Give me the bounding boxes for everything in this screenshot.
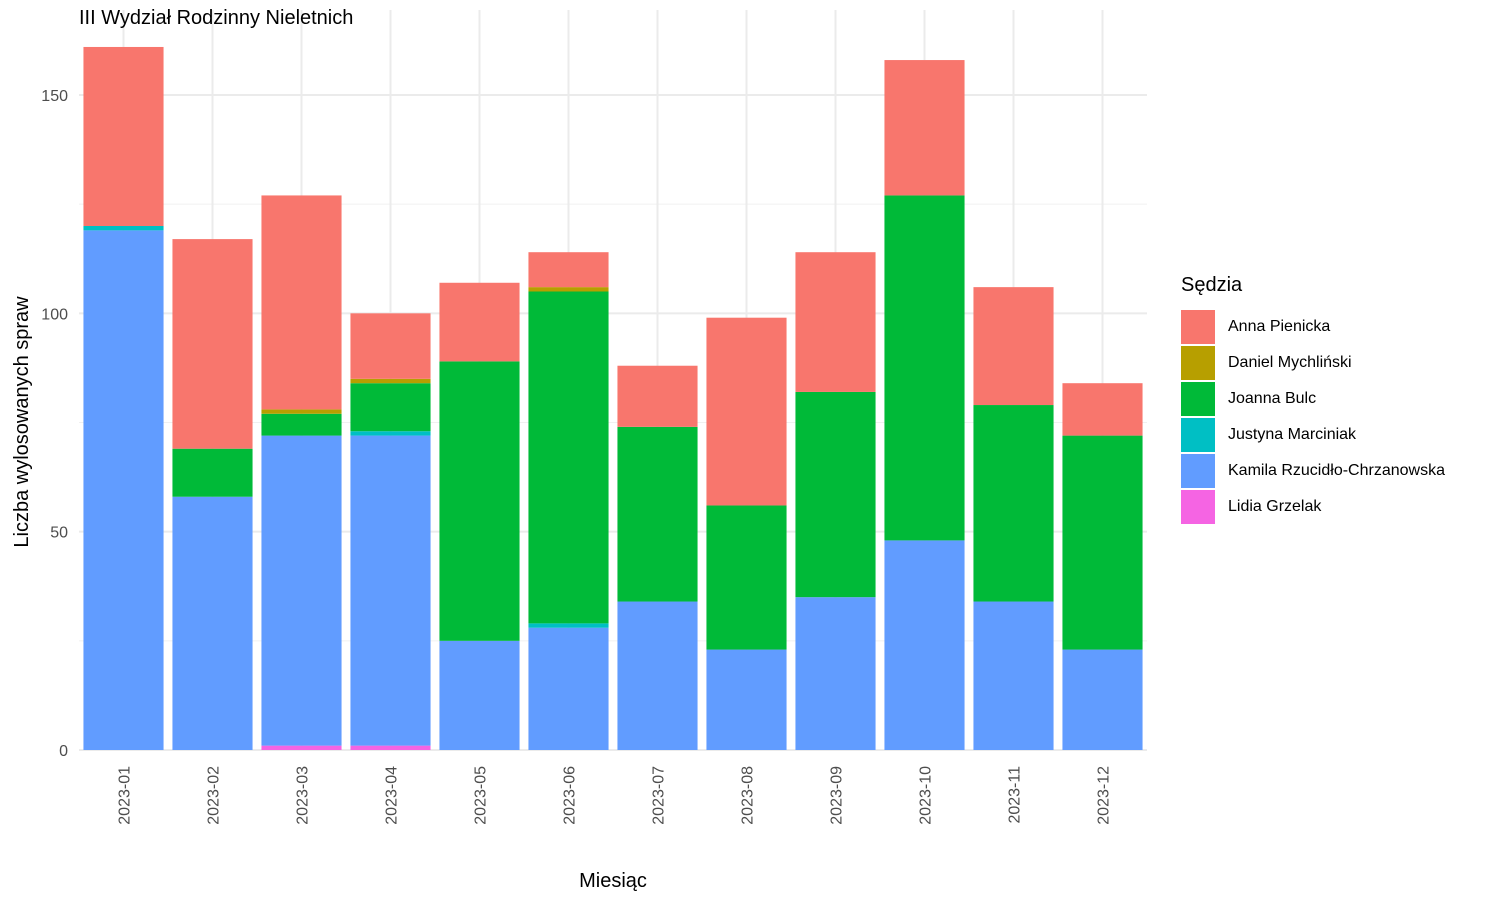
legend-label: Joanna Bulc bbox=[1228, 390, 1317, 407]
bar-segment bbox=[528, 252, 609, 288]
bar-segment bbox=[172, 239, 253, 449]
bar-segment bbox=[261, 435, 342, 746]
bar-segment bbox=[706, 649, 787, 750]
bar-segment bbox=[439, 361, 520, 641]
x-tick-label: 2023-04 bbox=[384, 766, 401, 825]
legend-item: Justyna Marciniak bbox=[1181, 417, 1445, 453]
x-tick-label: 2023-03 bbox=[295, 766, 312, 825]
bar-segment bbox=[350, 435, 431, 746]
bar-segment bbox=[350, 313, 431, 379]
bar-segment bbox=[261, 413, 342, 436]
legend-label: Anna Pienicka bbox=[1228, 318, 1331, 335]
bar-segment bbox=[1062, 435, 1143, 650]
x-tick-labels: 2023-01 2023-02 2023-03 2023-04 2023-05 2023-… bbox=[117, 766, 1113, 825]
bar-segment bbox=[973, 601, 1054, 750]
bar-segment bbox=[884, 195, 965, 541]
bar-segment bbox=[261, 195, 342, 410]
bar-segment bbox=[350, 378, 431, 384]
x-tick-label: 2023-10 bbox=[918, 766, 935, 825]
legend-swatch bbox=[1181, 382, 1215, 416]
bar-segment bbox=[439, 640, 520, 750]
x-tick-label: 2023-08 bbox=[740, 766, 757, 825]
x-tick-label: 2023-11 bbox=[1007, 766, 1024, 824]
legend-label: Lidia Grzelak bbox=[1228, 498, 1322, 515]
bar-segment bbox=[528, 627, 609, 750]
x-tick-label: 2023-12 bbox=[1096, 766, 1113, 825]
legend-swatch bbox=[1181, 454, 1215, 488]
bar-segment bbox=[172, 448, 253, 497]
bar-segment bbox=[617, 365, 698, 427]
bar-segment bbox=[350, 745, 431, 750]
bar-segment bbox=[884, 60, 965, 196]
bar-segment bbox=[617, 601, 698, 750]
bar-segment bbox=[795, 597, 876, 750]
bar-segment bbox=[83, 230, 164, 750]
y-tick-label: 50 bbox=[50, 525, 68, 542]
bar-segment bbox=[795, 252, 876, 392]
bar-segment bbox=[795, 391, 876, 598]
bar-segment bbox=[1062, 649, 1143, 750]
legend-swatch bbox=[1181, 346, 1215, 380]
bar-segment bbox=[528, 287, 609, 292]
y-axis-label: Liczba wylosowanych spraw bbox=[11, 296, 33, 548]
bar-segment bbox=[528, 623, 609, 628]
legend-title: Sędzia bbox=[1181, 274, 1243, 296]
bar-segment bbox=[439, 282, 520, 362]
legend-item: Lidia Grzelak bbox=[1181, 489, 1445, 525]
x-tick-label: 2023-09 bbox=[829, 766, 846, 825]
legend-item: Anna Pienicka bbox=[1181, 309, 1445, 345]
legend-label: Justyna Marciniak bbox=[1228, 426, 1357, 443]
legend: Sędzia Anna Pienicka Daniel Mychliński Joa… bbox=[1181, 274, 1445, 525]
legend-swatch bbox=[1181, 310, 1215, 344]
bar-segment bbox=[884, 540, 965, 750]
bar-segment bbox=[350, 383, 431, 432]
bar-segment bbox=[1062, 383, 1143, 436]
legend-swatch bbox=[1181, 418, 1215, 452]
legend-item: Kamila Rzucidło-Chrzanowska bbox=[1181, 453, 1445, 489]
x-tick-label: 2023-02 bbox=[206, 766, 223, 825]
bar-segment bbox=[528, 291, 609, 624]
x-tick-label: 2023-07 bbox=[651, 766, 668, 825]
bars bbox=[83, 46, 1143, 750]
bar-segment bbox=[973, 405, 1054, 602]
bar-segment bbox=[350, 431, 431, 436]
legend-item: Daniel Mychliński bbox=[1181, 345, 1445, 381]
bar-segment bbox=[172, 496, 253, 750]
legend-item: Joanna Bulc bbox=[1181, 381, 1445, 417]
bar-segment bbox=[706, 317, 787, 506]
chart-title: III Wydział Rodzinny Nieletnich bbox=[79, 7, 354, 29]
bar-segment bbox=[83, 226, 164, 231]
x-tick-label: 2023-06 bbox=[562, 766, 579, 825]
x-axis-label: Miesiąc bbox=[579, 870, 647, 892]
bar-segment bbox=[706, 505, 787, 650]
y-tick-labels: 0 50 100 150 bbox=[41, 88, 68, 760]
bar-segment bbox=[261, 745, 342, 750]
bar-segment bbox=[973, 287, 1054, 406]
x-tick-label: 2023-01 bbox=[117, 766, 134, 825]
y-tick-label: 100 bbox=[41, 306, 68, 323]
legend-label: Kamila Rzucidło-Chrzanowska bbox=[1228, 462, 1445, 479]
legend-items: Anna Pienicka Daniel Mychliński Joanna Bul… bbox=[1181, 309, 1445, 525]
legend-label: Daniel Mychliński bbox=[1228, 354, 1352, 371]
bar-segment bbox=[617, 426, 698, 602]
y-tick-label: 150 bbox=[41, 88, 68, 105]
x-tick-label: 2023-05 bbox=[473, 766, 490, 825]
bar-segment bbox=[83, 46, 164, 226]
bar-segment bbox=[261, 409, 342, 414]
legend-swatch bbox=[1181, 490, 1215, 524]
y-tick-label: 0 bbox=[59, 743, 68, 760]
